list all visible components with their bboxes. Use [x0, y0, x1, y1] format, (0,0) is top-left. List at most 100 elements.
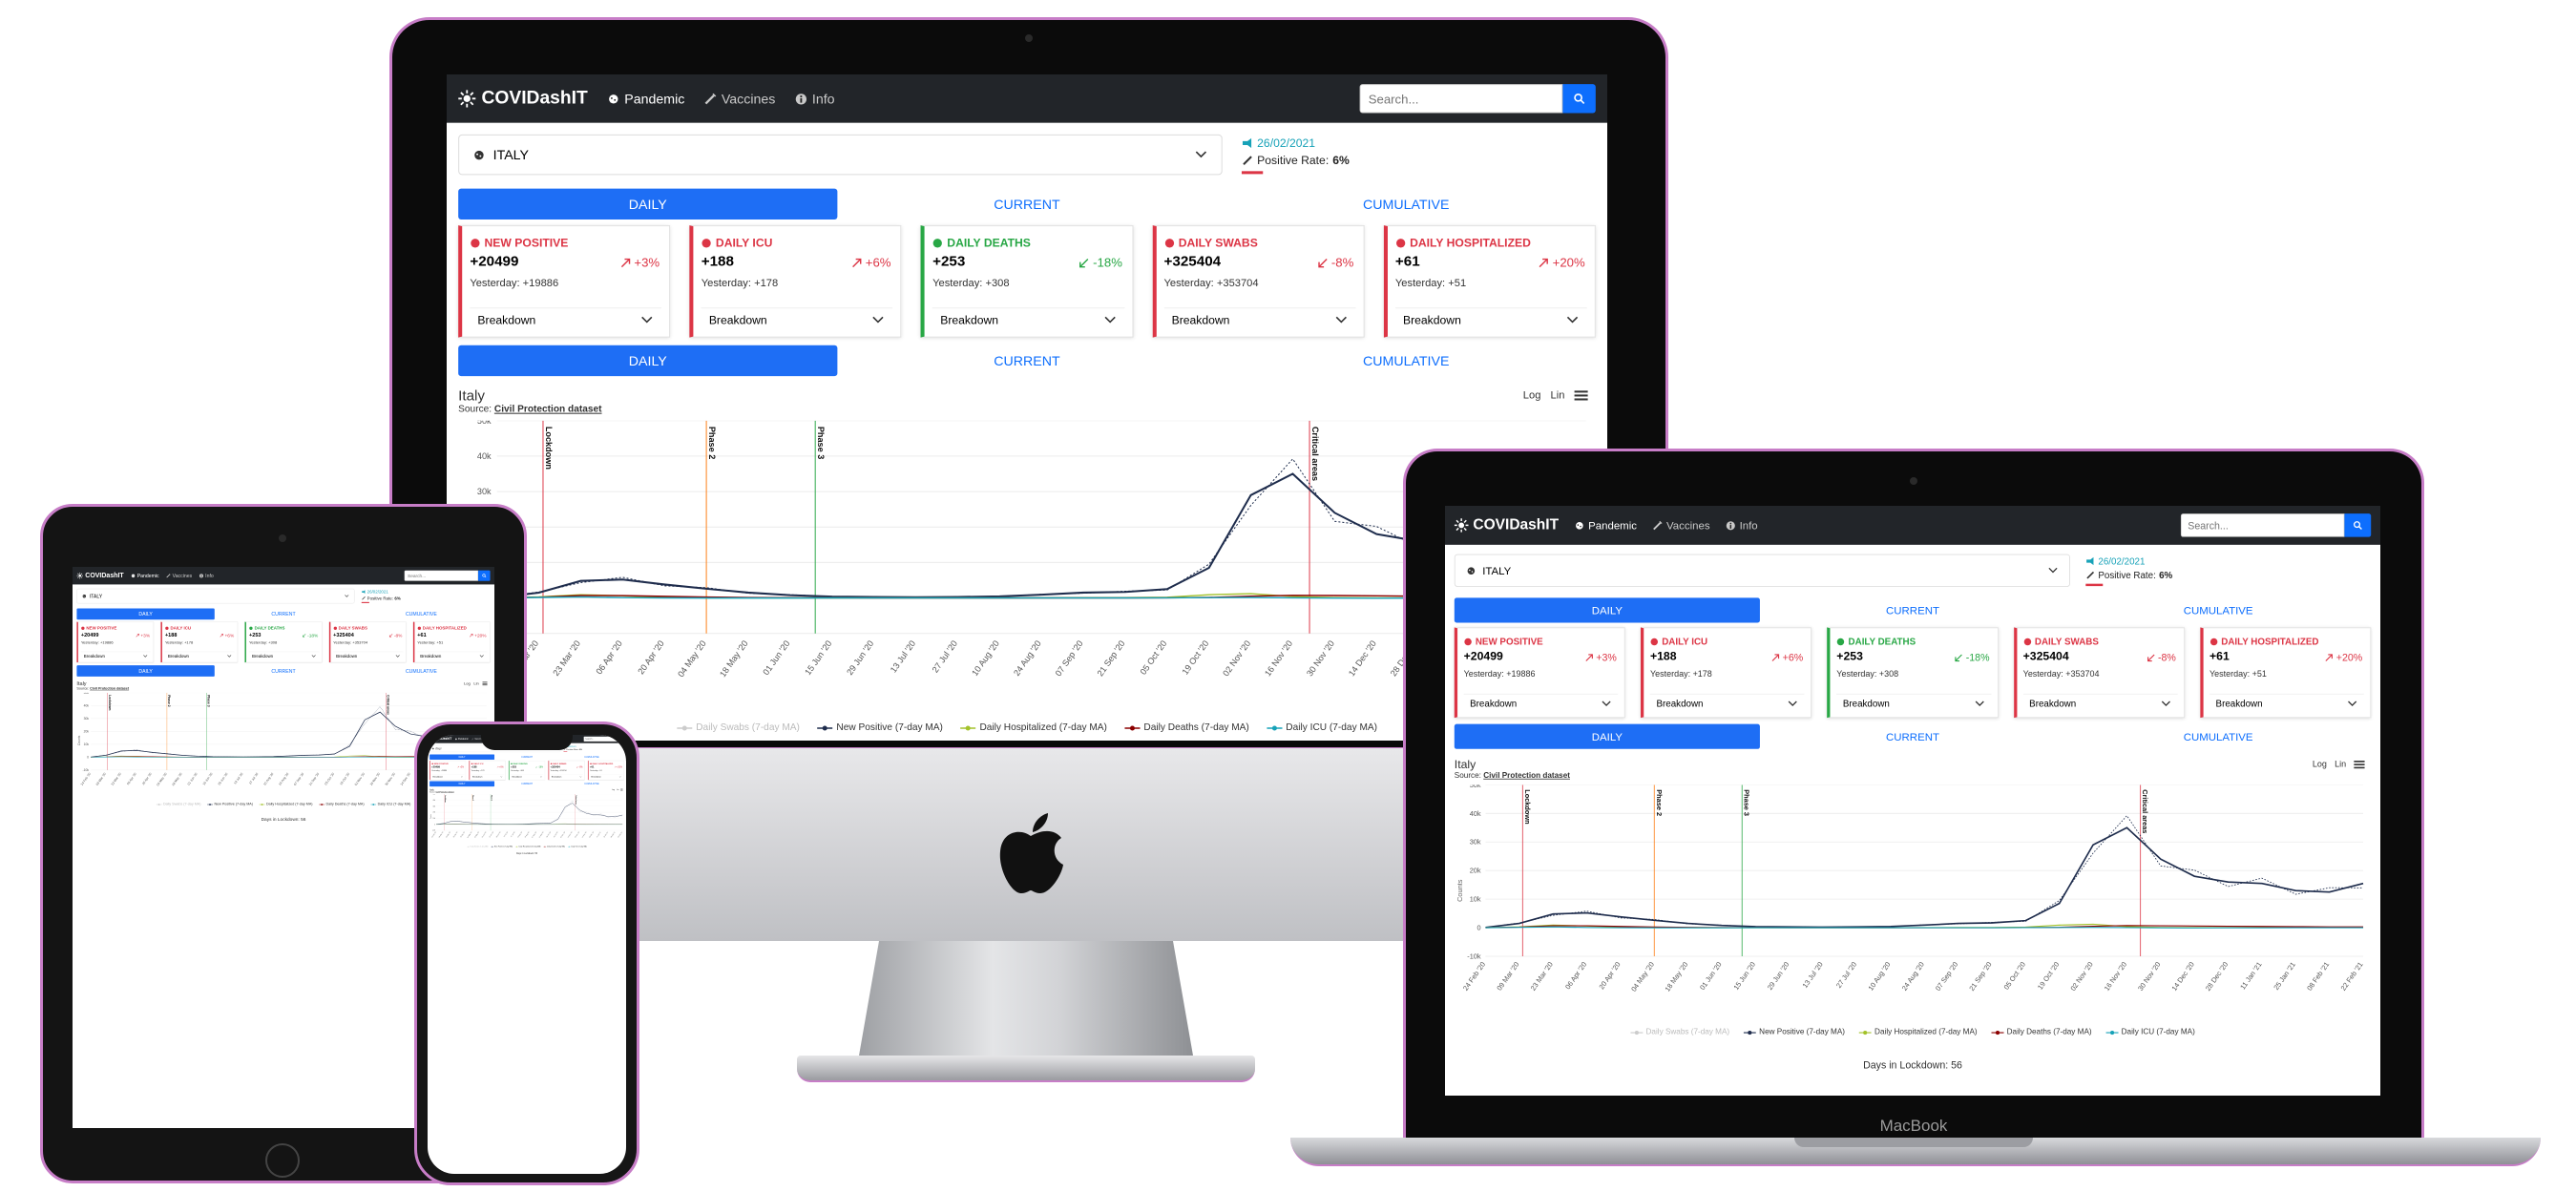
breakdown-toggle[interactable]: Breakdown	[590, 774, 623, 779]
chart-tab-current[interactable]: CURRENT	[271, 668, 296, 674]
tab-cumulative[interactable]: CUMULATIVE	[2183, 603, 2253, 617]
legend-item[interactable]: Daily Deaths (7-day MA)	[543, 846, 565, 847]
breakdown-toggle[interactable]: Breakdown	[1463, 693, 1619, 713]
search-button[interactable]	[618, 736, 624, 742]
legend-item[interactable]: New Positive (7-day MA)	[207, 803, 253, 806]
hamburger-menu-icon[interactable]	[482, 681, 488, 686]
breakdown-toggle[interactable]: Breakdown	[511, 774, 544, 779]
legend-item[interactable]: Daily ICU (7-day MA)	[2105, 1028, 2195, 1036]
legend-item[interactable]: Daily ICU (7-day MA)	[1267, 722, 1377, 733]
tab-current[interactable]: CURRENT	[521, 755, 533, 759]
chart-tab-cumulative[interactable]: CUMULATIVE	[584, 782, 599, 785]
legend-item[interactable]: Daily Hospitalized (7-day MA)	[1858, 1028, 1978, 1036]
chart-tab-daily[interactable]: DAILY	[1454, 723, 1760, 749]
legend-item[interactable]: Daily Hospitalized (7-day MA)	[259, 803, 313, 806]
legend-item[interactable]: New Positive (7-day MA)	[1743, 1028, 1845, 1036]
chart-tab-daily[interactable]: DAILY	[458, 345, 838, 377]
chart-source-link[interactable]: Civil Protection dataset	[493, 404, 602, 415]
breakdown-toggle[interactable]: Breakdown	[1394, 307, 1587, 330]
brand[interactable]: COVIDashIT	[458, 88, 588, 109]
search-button[interactable]	[478, 570, 491, 581]
chart-tab-current[interactable]: CURRENT	[994, 352, 1060, 369]
tab-current[interactable]: CURRENT	[1886, 603, 1939, 617]
nav-pandemic[interactable]: Pandemic	[607, 91, 684, 106]
chart-source-link[interactable]: Civil Protection dataset	[435, 791, 454, 794]
legend-item[interactable]: Daily Swabs (7-day MA)	[156, 803, 200, 806]
tab-cumulative[interactable]: CUMULATIVE	[1363, 196, 1450, 212]
breakdown-toggle[interactable]: Breakdown	[333, 651, 404, 660]
breakdown-toggle[interactable]: Breakdown	[2209, 693, 2364, 713]
breakdown-toggle[interactable]: Breakdown	[1836, 693, 1992, 713]
search-button[interactable]	[2344, 513, 2372, 537]
chart-tab-current[interactable]: CURRENT	[1886, 730, 1939, 743]
nav-info[interactable]: Info	[199, 573, 214, 578]
lin-scale-button[interactable]: Lin	[473, 681, 479, 686]
log-scale-button[interactable]: Log	[463, 681, 471, 686]
search-input[interactable]	[2180, 513, 2345, 537]
hamburger-menu-icon[interactable]	[2354, 760, 2365, 769]
breakdown-toggle[interactable]: Breakdown	[1163, 307, 1356, 330]
tab-daily[interactable]: DAILY	[429, 754, 495, 760]
nav-vaccines[interactable]: Vaccines	[471, 738, 484, 741]
search-input[interactable]	[583, 736, 619, 742]
brand[interactable]: COVIDashIT	[76, 572, 124, 579]
log-scale-button[interactable]: Log	[1522, 389, 1541, 402]
legend-item[interactable]: Daily ICU (7-day MA)	[567, 846, 587, 847]
region-select[interactable]: ITALY	[458, 134, 1223, 176]
breakdown-toggle[interactable]: Breakdown	[80, 651, 151, 660]
breakdown-toggle[interactable]: Breakdown	[2022, 693, 2178, 713]
legend-item[interactable]: New Positive (7-day MA)	[491, 846, 513, 847]
region-select[interactable]: ITALY	[1454, 554, 2070, 587]
tab-current[interactable]: CURRENT	[271, 611, 296, 617]
nav-pandemic[interactable]: Pandemic	[1574, 519, 1637, 532]
breakdown-toggle[interactable]: Breakdown	[701, 307, 893, 330]
hamburger-menu-icon[interactable]	[1574, 389, 1588, 401]
tab-current[interactable]: CURRENT	[994, 196, 1060, 212]
legend-item[interactable]: Daily Swabs (7-day MA)	[467, 846, 488, 847]
breakdown-toggle[interactable]: Breakdown	[417, 651, 488, 660]
breakdown-toggle[interactable]: Breakdown	[431, 774, 465, 779]
chart-tab-cumulative[interactable]: CUMULATIVE	[1363, 352, 1450, 369]
legend-item[interactable]: Daily Swabs (7-day MA)	[676, 722, 800, 733]
nav-vaccines[interactable]: Vaccines	[166, 573, 192, 578]
breakdown-toggle[interactable]: Breakdown	[1649, 693, 1805, 713]
lin-scale-button[interactable]: Lin	[1550, 389, 1565, 402]
tab-daily[interactable]: DAILY	[76, 608, 215, 620]
tab-daily[interactable]: DAILY	[458, 188, 838, 220]
tab-daily[interactable]: DAILY	[1454, 597, 1760, 623]
legend-item[interactable]: Daily Hospitalized (7-day MA)	[515, 846, 540, 847]
breakdown-toggle[interactable]: Breakdown	[470, 307, 662, 330]
brand[interactable]: COVIDashIT	[429, 737, 451, 741]
chart-tab-daily[interactable]: DAILY	[76, 665, 215, 677]
breakdown-toggle[interactable]: Breakdown	[164, 651, 235, 660]
breakdown-toggle[interactable]: Breakdown	[932, 307, 1124, 330]
search-input[interactable]	[404, 570, 479, 581]
chart-source-link[interactable]: Civil Protection dataset	[1483, 771, 1570, 781]
chart-tab-current[interactable]: CURRENT	[521, 782, 533, 785]
nav-vaccines[interactable]: Vaccines	[1652, 519, 1710, 532]
chart-tab-cumulative[interactable]: CUMULATIVE	[2183, 730, 2253, 743]
lin-scale-button[interactable]: Lin	[616, 788, 619, 791]
legend-item[interactable]: New Positive (7-day MA)	[817, 722, 943, 733]
search-button[interactable]	[1562, 84, 1596, 114]
region-select[interactable]: ITALY	[76, 588, 355, 604]
search-input[interactable]	[1359, 84, 1563, 114]
chart-source-link[interactable]: Civil Protection dataset	[90, 686, 130, 691]
legend-item[interactable]: Daily Hospitalized (7-day MA)	[960, 722, 1107, 733]
brand[interactable]: COVIDashIT	[1454, 516, 1559, 533]
legend-item[interactable]: Daily Swabs (7-day MA)	[1630, 1028, 1729, 1036]
tab-cumulative[interactable]: CUMULATIVE	[584, 755, 599, 759]
legend-item[interactable]: Daily ICU (7-day MA)	[370, 803, 410, 806]
legend-item[interactable]: Daily Deaths (7-day MA)	[1991, 1028, 2092, 1036]
log-scale-button[interactable]: Log	[611, 788, 616, 791]
chart-tab-cumulative[interactable]: CUMULATIVE	[405, 668, 437, 674]
nav-pandemic[interactable]: Pandemic	[455, 738, 469, 741]
hamburger-menu-icon[interactable]	[620, 788, 623, 791]
log-scale-button[interactable]: Log	[2312, 760, 2327, 770]
lin-scale-button[interactable]: Lin	[2335, 760, 2347, 770]
chart-tab-daily[interactable]: DAILY	[429, 781, 495, 787]
nav-vaccines[interactable]: Vaccines	[704, 91, 775, 106]
breakdown-toggle[interactable]: Breakdown	[471, 774, 504, 779]
legend-item[interactable]: Daily Deaths (7-day MA)	[1124, 722, 1249, 733]
legend-item[interactable]: Daily Deaths (7-day MA)	[319, 803, 365, 806]
